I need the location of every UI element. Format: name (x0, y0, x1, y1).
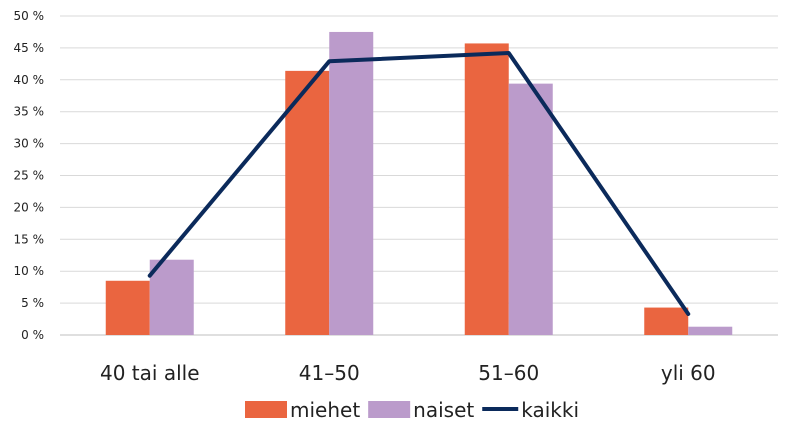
y-tick-label: 30 % (14, 137, 45, 151)
bars (105, 31, 733, 336)
y-tick-label: 0 % (21, 328, 44, 342)
x-axis-categories: 40 tai alle 41–50 51–60 yli 60 (100, 361, 716, 385)
bar-miehet (285, 70, 330, 336)
y-tick-label: 40 % (14, 73, 45, 87)
y-tick-label: 45 % (14, 41, 45, 55)
legend-label-naiset: naiset (413, 398, 474, 422)
legend: miehet naiset kaikki (245, 398, 579, 422)
y-tick-label: 35 % (14, 105, 45, 119)
bar-miehet (105, 280, 150, 335)
y-tick-label: 10 % (14, 264, 45, 278)
legend-label-miehet: miehet (290, 398, 360, 422)
legend-swatch-naiset (368, 401, 411, 418)
bar-naiset (508, 83, 553, 336)
bar-miehet (464, 43, 509, 336)
y-tick-label: 5 % (21, 296, 44, 310)
x-category-label: 51–60 (478, 361, 539, 385)
y-tick-label: 25 % (14, 169, 45, 183)
x-category-label: 40 tai alle (100, 361, 200, 385)
x-category-label: 41–50 (299, 361, 360, 385)
x-category-label: yli 60 (661, 361, 716, 385)
legend-label-kaikki: kaikki (521, 398, 579, 422)
line-series (147, 51, 691, 316)
legend-swatch-miehet (245, 401, 287, 418)
y-tick-label: 20 % (14, 200, 45, 214)
bar-naiset (688, 326, 733, 335)
y-axis-ticks: 0 % 5 % 10 % 15 % 20 % 25 % 30 % 35 % 40 % 45 % 50… (14, 9, 45, 342)
y-tick-label: 15 % (14, 232, 45, 246)
bar-miehet (644, 307, 689, 335)
y-tick-label: 50 % (14, 9, 45, 23)
bar-naiset (149, 259, 194, 335)
bar-naiset (329, 31, 374, 335)
line-kaikki (147, 51, 691, 316)
